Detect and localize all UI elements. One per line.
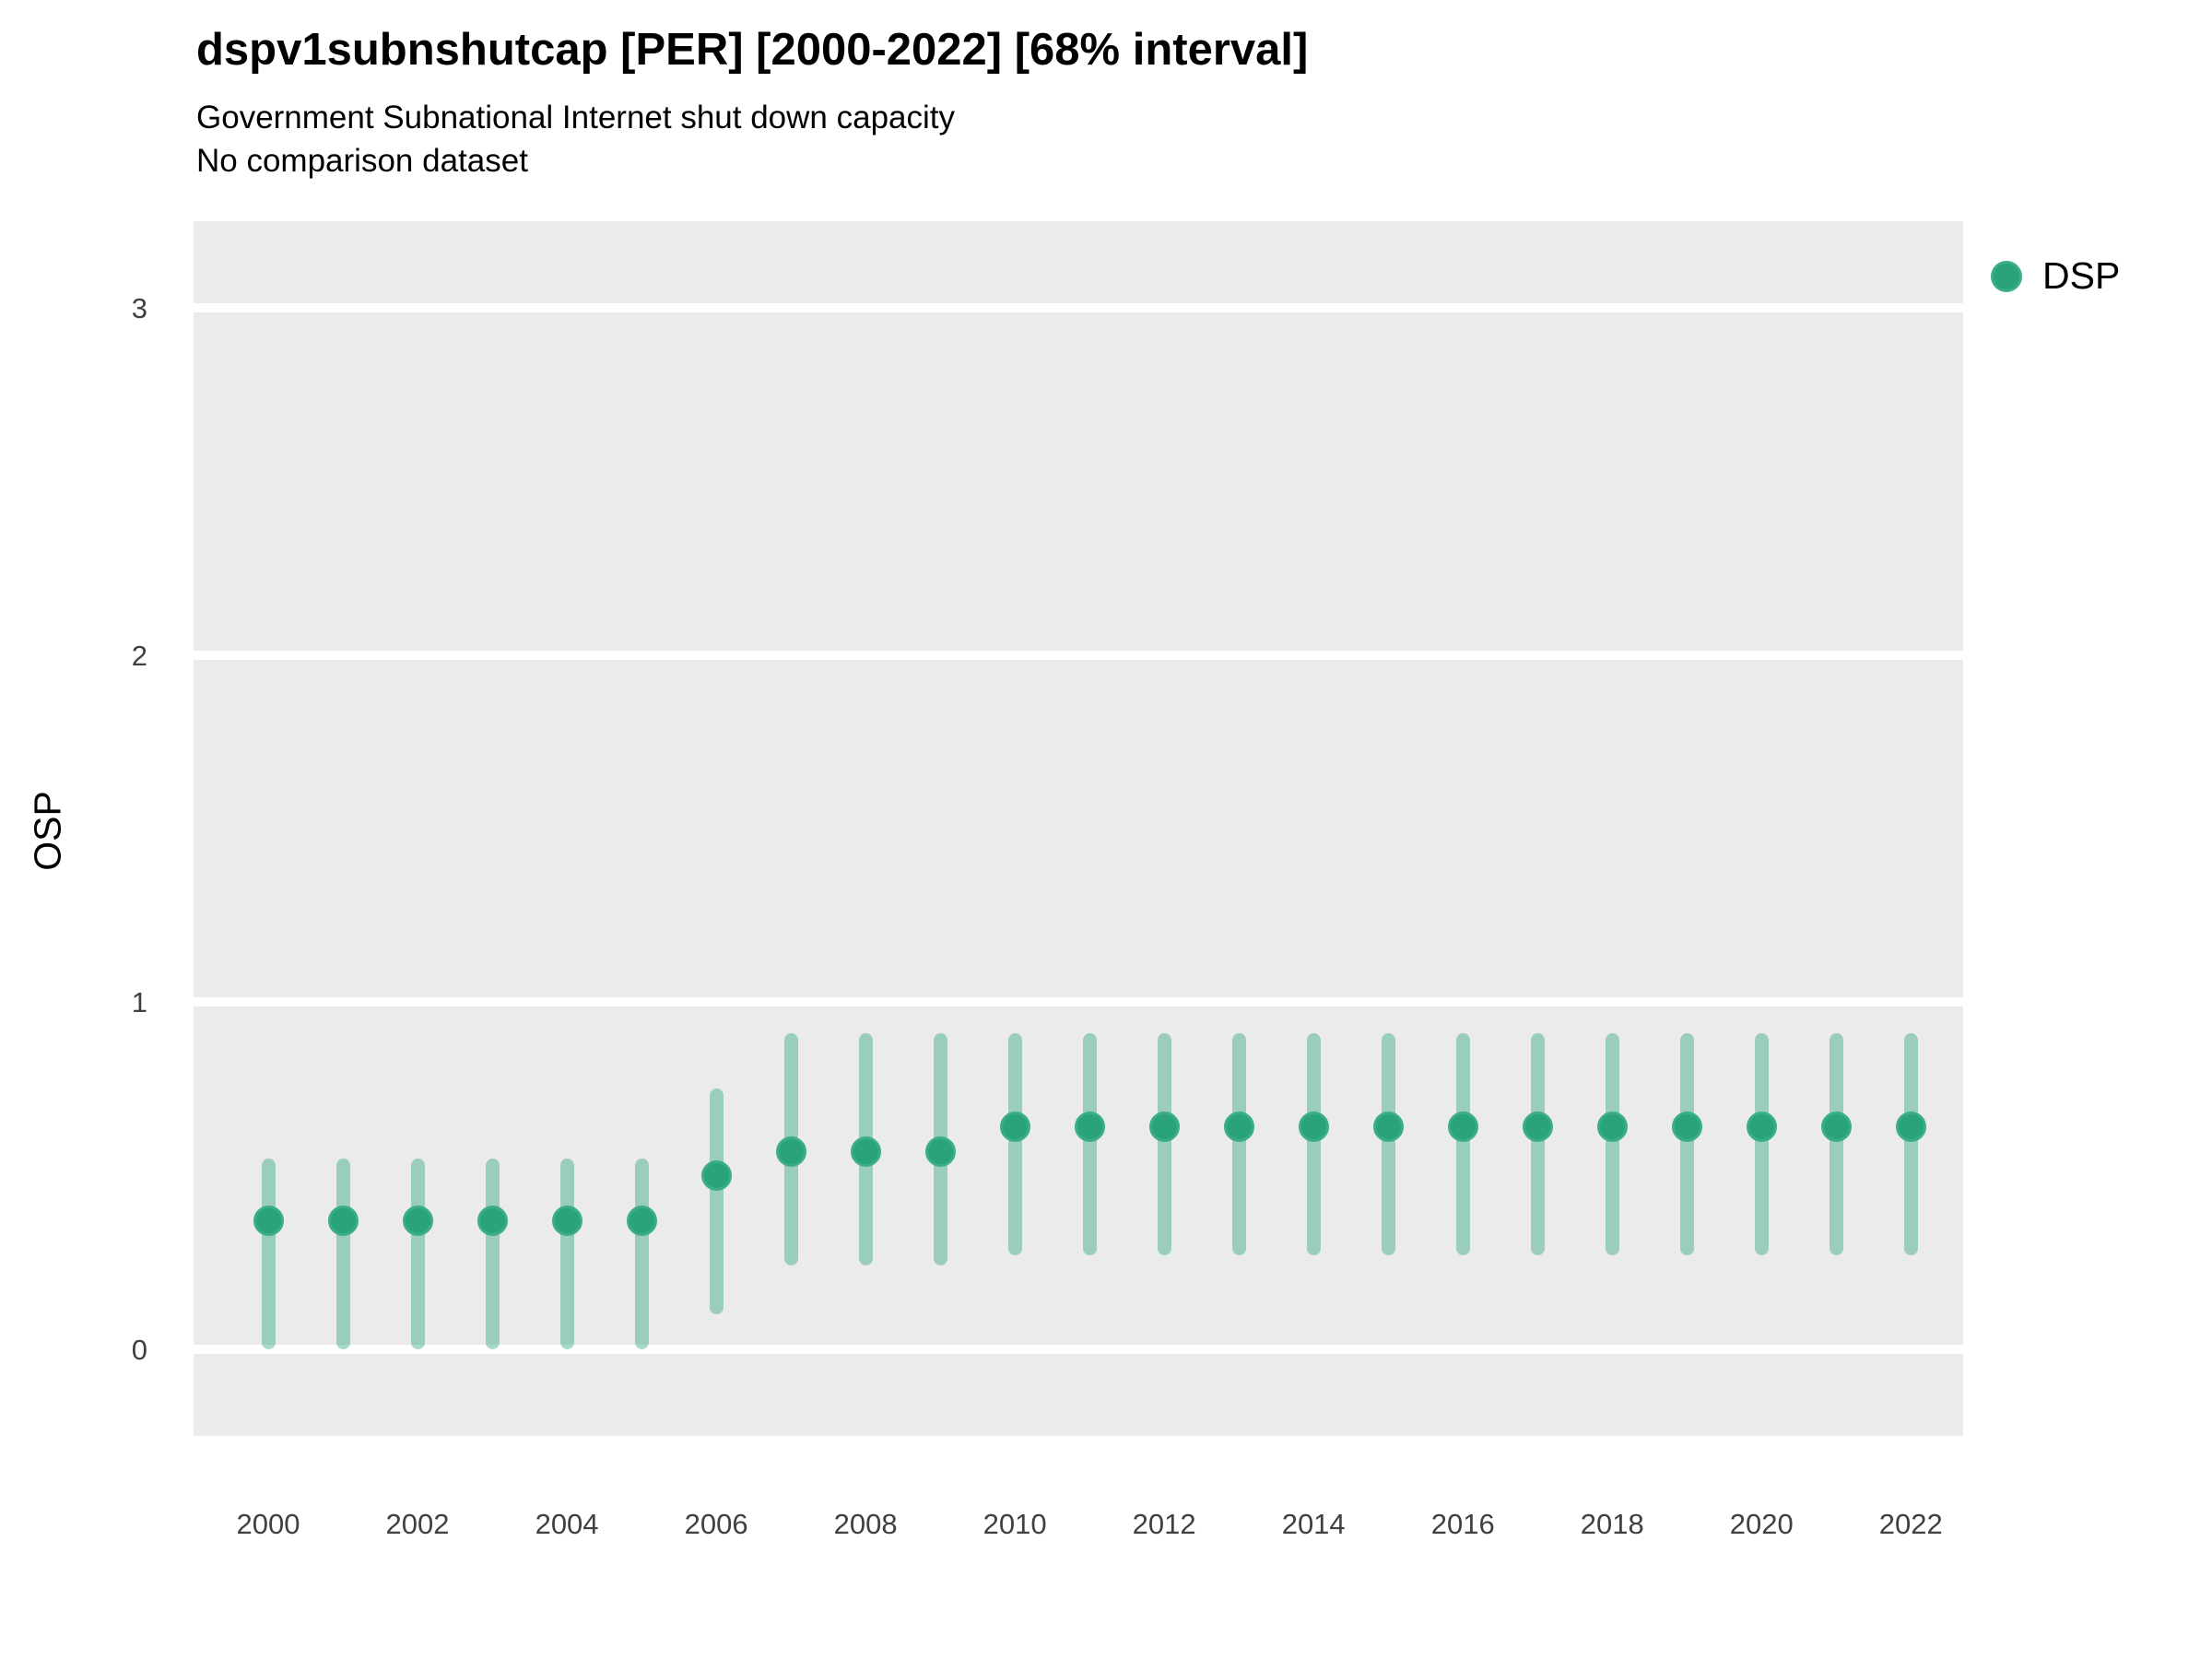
x-tick-label: 2010 — [982, 1508, 1047, 1540]
point-estimate-2010 — [999, 1112, 1030, 1143]
point-estimate-2018 — [1596, 1112, 1628, 1143]
y-tick-label: 1 — [131, 986, 147, 1019]
point-estimate-2006 — [700, 1160, 732, 1192]
x-tick-label: 2004 — [535, 1508, 599, 1540]
point-estimate-2008 — [850, 1135, 881, 1167]
interval-bar-2020 — [1754, 1033, 1769, 1256]
x-tick-label: 2016 — [1430, 1508, 1495, 1540]
x-tick-label: 2008 — [833, 1508, 898, 1540]
interval-bar-2018 — [1605, 1033, 1619, 1256]
interval-bar-2012 — [1157, 1033, 1171, 1256]
gridline-y-0 — [194, 1344, 1963, 1354]
x-tick-label: 2012 — [1132, 1508, 1196, 1540]
interval-bar-2015 — [1381, 1033, 1395, 1256]
gridline-y-1 — [194, 997, 1963, 1007]
interval-bar-2014 — [1306, 1033, 1321, 1256]
legend-label: DSP — [2042, 254, 2121, 297]
point-estimate-2004 — [551, 1206, 582, 1237]
chart-title: dspv1subnshutcap [PER] [2000-2022] [68% … — [196, 25, 1309, 75]
x-tick-label: 2014 — [1281, 1508, 1346, 1540]
chart-note: No comparison dataset — [196, 143, 528, 179]
point-estimate-2000 — [253, 1206, 284, 1237]
point-estimate-2005 — [626, 1206, 657, 1237]
interval-bar-2004 — [559, 1158, 574, 1349]
point-estimate-2014 — [1298, 1112, 1329, 1143]
point-estimate-2009 — [924, 1135, 956, 1167]
point-estimate-2013 — [1223, 1112, 1254, 1143]
point-estimate-2017 — [1522, 1112, 1553, 1143]
point-estimate-2015 — [1372, 1112, 1404, 1143]
interval-bar-2006 — [709, 1088, 724, 1315]
x-tick-label: 2002 — [385, 1508, 450, 1540]
x-tick-label: 2000 — [236, 1508, 300, 1540]
interval-bar-2003 — [485, 1158, 500, 1349]
point-estimate-2022 — [1895, 1112, 1926, 1143]
point-estimate-2011 — [1074, 1112, 1105, 1143]
gridline-y-2 — [194, 650, 1963, 660]
point-estimate-2002 — [402, 1206, 433, 1237]
chart-subtitle: Government Subnational Internet shut dow… — [196, 100, 955, 135]
interval-bar-2013 — [1231, 1033, 1246, 1256]
y-tick-label: 2 — [131, 639, 147, 672]
y-tick-label: 0 — [131, 1333, 147, 1366]
point-estimate-2016 — [1447, 1112, 1478, 1143]
x-tick-label: 2018 — [1580, 1508, 1644, 1540]
interval-bar-2022 — [1903, 1033, 1918, 1256]
point-estimate-2012 — [1148, 1112, 1180, 1143]
interval-bar-2016 — [1455, 1033, 1470, 1256]
x-tick-label: 2020 — [1729, 1508, 1794, 1540]
legend-point-icon — [1991, 260, 2022, 292]
point-estimate-2019 — [1671, 1112, 1702, 1143]
y-tick-label: 3 — [131, 292, 147, 325]
interval-bar-2010 — [1007, 1033, 1022, 1256]
interval-bar-2021 — [1829, 1033, 1843, 1256]
gridline-y-3 — [194, 303, 1963, 313]
point-estimate-2021 — [1820, 1112, 1852, 1143]
legend: DSP — [1991, 254, 2120, 298]
interval-bar-2005 — [634, 1158, 649, 1349]
point-estimate-2001 — [327, 1206, 359, 1237]
interval-bar-2017 — [1530, 1033, 1545, 1256]
interval-bar-2001 — [335, 1158, 350, 1349]
point-estimate-2003 — [477, 1206, 508, 1237]
interval-bar-2011 — [1082, 1033, 1097, 1256]
x-tick-label: 2006 — [684, 1508, 748, 1540]
y-axis-title: OSP — [26, 791, 69, 871]
x-tick-label: 2022 — [1878, 1508, 1943, 1540]
point-estimate-2007 — [775, 1135, 806, 1167]
interval-bar-2019 — [1679, 1033, 1694, 1256]
interval-bar-2000 — [261, 1158, 276, 1349]
interval-bar-2002 — [410, 1158, 425, 1349]
plot-panel — [194, 221, 1963, 1436]
point-estimate-2020 — [1746, 1112, 1777, 1143]
